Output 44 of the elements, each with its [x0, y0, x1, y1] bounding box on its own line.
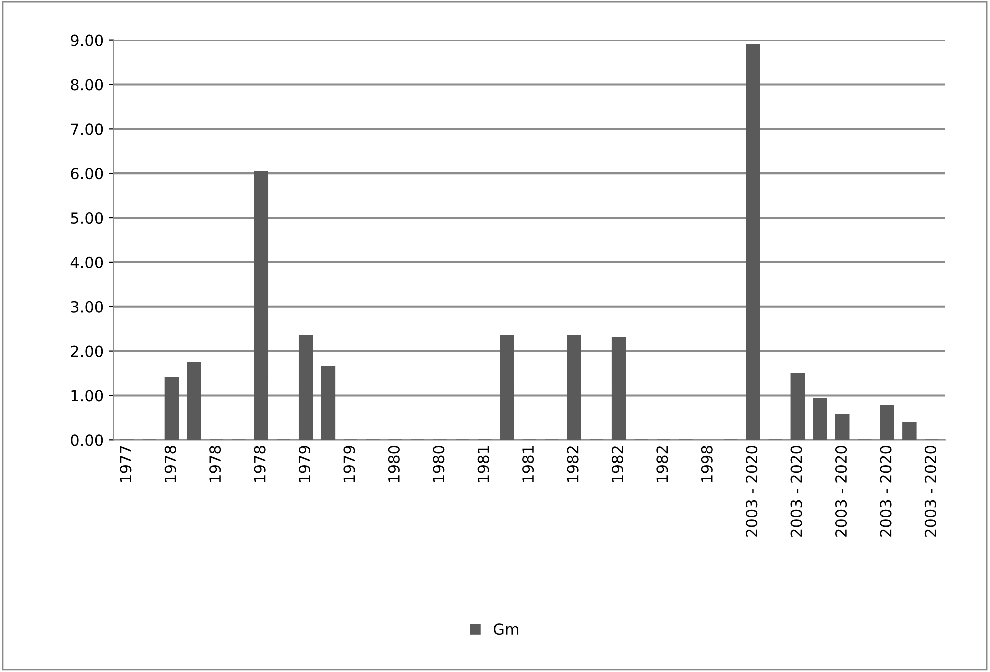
- y-tick-label: 1.00: [72, 390, 104, 402]
- x-tick-label: 1982: [656, 446, 668, 482]
- bar: [813, 398, 828, 440]
- bar: [254, 170, 269, 440]
- bar: [321, 366, 336, 440]
- x-tick-label: 1982: [567, 446, 579, 482]
- x-tick-label: 2003 - 2020: [835, 446, 848, 537]
- x-tick-label: 1978: [164, 446, 176, 482]
- bar: [164, 378, 180, 440]
- y-tick-label: 3.00: [71, 301, 104, 313]
- y-tick-label: 8.00: [71, 79, 104, 91]
- x-tick-label: 1998: [701, 446, 713, 482]
- x-tick-label: 1978: [254, 446, 266, 482]
- x-tick-label: 2003 - 2020: [746, 446, 758, 537]
- y-tick-label: 9.00: [71, 34, 104, 46]
- y-tick-label: 7.00: [71, 124, 104, 136]
- x-tick-label: 1982: [612, 446, 624, 482]
- x-tick-label: 2003 - 2020: [924, 446, 936, 537]
- y-tick-label: 6.00: [71, 168, 104, 180]
- x-tick-label: 1980: [388, 446, 400, 482]
- bar: [746, 44, 760, 440]
- x-tick-label: 1979: [298, 446, 311, 482]
- bar: [880, 406, 894, 440]
- bar: [298, 335, 314, 440]
- bar: [790, 373, 806, 440]
- x-tick-label: 1977: [120, 446, 132, 482]
- y-tick-label: 2.00: [71, 346, 104, 358]
- x-tick-label: 1978: [210, 446, 222, 482]
- x-tick-label: 2003 - 2020: [790, 446, 802, 537]
- x-tick-label: 1980: [433, 446, 445, 482]
- x-tick-label: 1981: [478, 446, 490, 482]
- bar: [612, 338, 626, 440]
- y-tick-label: 4.00: [70, 256, 104, 268]
- bar: [902, 422, 917, 440]
- y-tick-label: 5.00: [71, 212, 104, 224]
- x-tick-label: 1981: [522, 446, 534, 482]
- bar: [187, 362, 202, 440]
- x-tick-label: 2003 - 2020: [880, 446, 892, 537]
- bar: [500, 335, 514, 440]
- legend-label: Gm: [494, 624, 519, 636]
- x-tick-label: 1979: [344, 446, 356, 482]
- bar: [835, 414, 850, 440]
- bar: [567, 335, 582, 440]
- y-tick-label: 0.00: [71, 434, 104, 446]
